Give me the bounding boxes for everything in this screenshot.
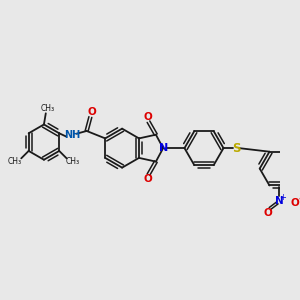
Text: NH: NH [64, 130, 80, 140]
Text: O: O [143, 174, 152, 184]
Text: O: O [88, 107, 97, 117]
Text: CH₃: CH₃ [8, 157, 22, 166]
Text: CH₃: CH₃ [66, 157, 80, 166]
Text: O: O [143, 112, 152, 122]
Text: CH₃: CH₃ [40, 104, 55, 113]
Text: N: N [275, 196, 284, 206]
Text: O: O [291, 198, 299, 208]
Text: -: - [298, 194, 300, 204]
Text: +: + [280, 193, 286, 202]
Text: O: O [264, 208, 272, 218]
Text: S: S [232, 142, 241, 154]
Text: N: N [159, 143, 169, 153]
